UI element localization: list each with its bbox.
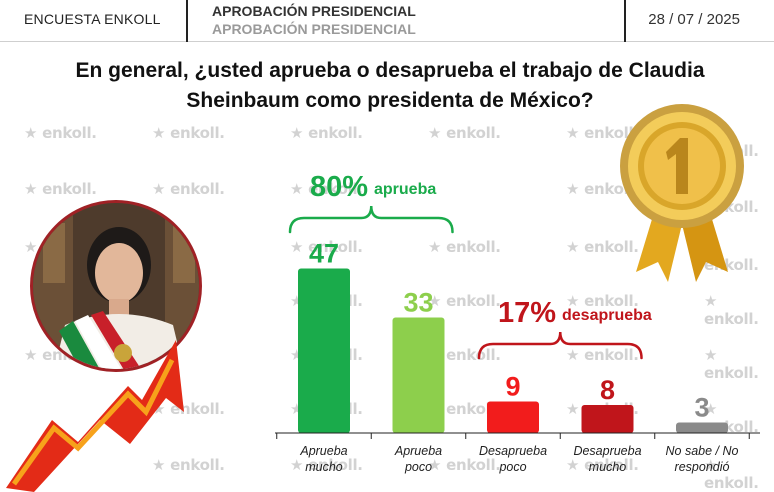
bar-desaprueba-mucho	[581, 405, 634, 433]
category-label: Desaprueba	[479, 444, 547, 458]
header-subtitle: APROBACIÓN PRESIDENCIAL	[212, 21, 416, 37]
category-label: Aprueba	[394, 444, 442, 458]
enkoll-watermark: ★ enkoll.	[290, 180, 363, 198]
enkoll-watermark: ★ enkoll.	[24, 180, 97, 198]
enkoll-watermark: ★ enkoll.	[566, 180, 639, 198]
bar-aprueba-poco	[392, 317, 445, 433]
enkoll-watermark: ★ enkoll.	[428, 456, 501, 474]
enkoll-watermark: ★ enkoll.	[566, 456, 639, 474]
enkoll-watermark: ★ enkoll.	[290, 456, 363, 474]
gold-medal-icon	[620, 104, 744, 282]
group-name-label: desaprueba	[562, 307, 652, 324]
group-brace	[288, 205, 454, 234]
group-name-label: aprueba	[374, 181, 436, 198]
enkoll-watermark: ★ enkoll.	[290, 238, 363, 256]
header-date-cell: 28 / 07 / 2025	[624, 0, 774, 42]
category-label: poco	[498, 460, 526, 474]
enkoll-watermark: ★ enkoll.	[290, 124, 363, 142]
header-bar: ENCUESTA ENKOLL APROBACIÓN PRESIDENCIAL …	[0, 0, 774, 42]
bar-value-label: 8	[600, 375, 615, 405]
enkoll-watermark: ★ enkoll.	[152, 180, 225, 198]
bar-value-label: 47	[309, 239, 339, 269]
enkoll-watermark: ★ enkoll.	[428, 346, 501, 364]
enkoll-watermark: ★ enkoll.	[566, 346, 639, 364]
enkoll-watermark: ★ enkoll.	[152, 456, 225, 474]
bar-value-label: 33	[403, 288, 433, 318]
portrait-illustration	[33, 203, 199, 369]
enkoll-watermark: ★ enkoll.	[428, 238, 501, 256]
header-title-cell: APROBACIÓN PRESIDENCIAL APROBACIÓN PRESI…	[212, 0, 622, 42]
bar-value-label: 9	[505, 372, 520, 402]
question-line-2: Sheinbaum como presidenta de México?	[186, 89, 594, 112]
category-label: respondió	[675, 460, 730, 474]
enkoll-watermark: ★ enkoll.	[566, 292, 639, 310]
group-percent-label: 80%	[310, 171, 368, 203]
header-brand: ENCUESTA ENKOLL	[24, 11, 161, 27]
survey-question: En general, ¿usted aprueba o desaprueba …	[40, 56, 740, 116]
enkoll-watermark: ★ enkoll.	[566, 238, 639, 256]
enkoll-watermark: ★ enkoll.	[428, 400, 501, 418]
category-label: No sabe / No	[666, 444, 739, 458]
enkoll-watermark: ★ enkoll.	[704, 292, 759, 328]
growth-arrow-icon	[6, 340, 184, 492]
portrait-photo	[30, 200, 202, 372]
bar-no-sabe	[676, 422, 728, 433]
group-percent-label: 17%	[498, 297, 556, 329]
enkoll-watermark: ★ enkoll.	[704, 456, 759, 492]
enkoll-watermark: ★ enkoll.	[152, 400, 225, 418]
bar-desaprueba-poco	[487, 401, 539, 433]
header-date: 28 / 07 / 2025	[648, 11, 740, 28]
category-label: mucho	[305, 460, 343, 474]
enkoll-watermark: ★ enkoll.	[704, 346, 759, 382]
enkoll-watermark: ★ enkoll.	[428, 124, 501, 142]
header-title: APROBACIÓN PRESIDENCIAL	[212, 3, 416, 19]
category-label: poco	[404, 460, 432, 474]
enkoll-watermark: ★ enkoll.	[152, 124, 225, 142]
group-brace	[477, 331, 643, 360]
bar-value-label: 3	[694, 393, 709, 423]
category-label: Aprueba	[299, 444, 347, 458]
enkoll-watermark: ★ enkoll.	[428, 292, 501, 310]
bar-aprueba-mucho	[298, 268, 350, 433]
question-line-1: En general, ¿usted aprueba o desaprueba …	[75, 59, 705, 82]
header-brand-cell: ENCUESTA ENKOLL	[0, 0, 188, 42]
category-label: mucho	[589, 460, 627, 474]
enkoll-watermark: ★ enkoll.	[24, 124, 97, 142]
category-label: Desaprueba	[573, 444, 641, 458]
enkoll-watermark: ★ enkoll.	[566, 124, 639, 142]
